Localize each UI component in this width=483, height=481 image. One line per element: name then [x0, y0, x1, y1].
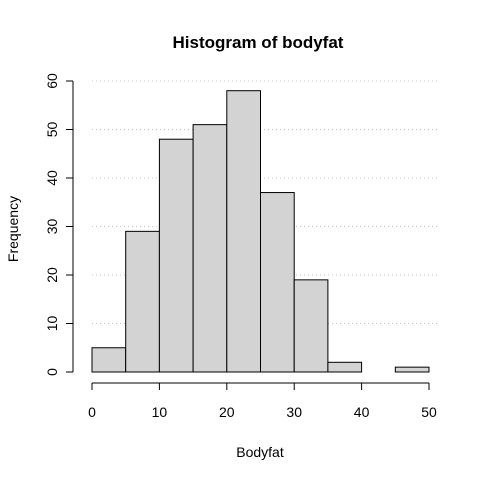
histogram-bar-0-5: [91, 347, 127, 373]
chart-title: Histogram of bodyfat: [173, 33, 344, 52]
histogram-bar-5-10: [125, 230, 160, 373]
x-tick-label-30: 30: [286, 404, 302, 420]
y-tick-label-10: 10: [44, 316, 60, 332]
histogram-bar-10-15: [158, 138, 194, 373]
x-axis: 0 10 20 30 40 50: [88, 382, 437, 420]
x-tick-label-0: 0: [88, 404, 96, 420]
histogram-bar-25-30: [260, 192, 295, 373]
histogram-bar-35-40: [327, 361, 363, 373]
y-tick-label-0: 0: [44, 368, 60, 376]
histogram-bars: [91, 90, 430, 373]
x-tick-label-50: 50: [421, 404, 437, 420]
y-tick-label-30: 30: [44, 219, 60, 235]
y-tick-label-40: 40: [44, 170, 60, 186]
x-tick-label-20: 20: [219, 404, 235, 420]
histogram-bar-15-20: [192, 124, 228, 373]
x-tick-label-40: 40: [354, 404, 370, 420]
histogram-bar-30-35: [293, 279, 329, 373]
y-tick-label-60: 60: [44, 73, 60, 89]
y-tick-label-20: 20: [44, 267, 60, 283]
x-axis-label: Bodyfat: [236, 444, 284, 460]
histogram-bar-45-50: [394, 366, 430, 373]
x-tick-label-10: 10: [152, 404, 168, 420]
histogram-bar-20-25: [226, 90, 262, 373]
y-axis-label: Frequency: [5, 196, 21, 262]
y-axis: 0 10 20 30 40 50 60: [44, 73, 74, 376]
y-tick-label-50: 50: [44, 122, 60, 138]
